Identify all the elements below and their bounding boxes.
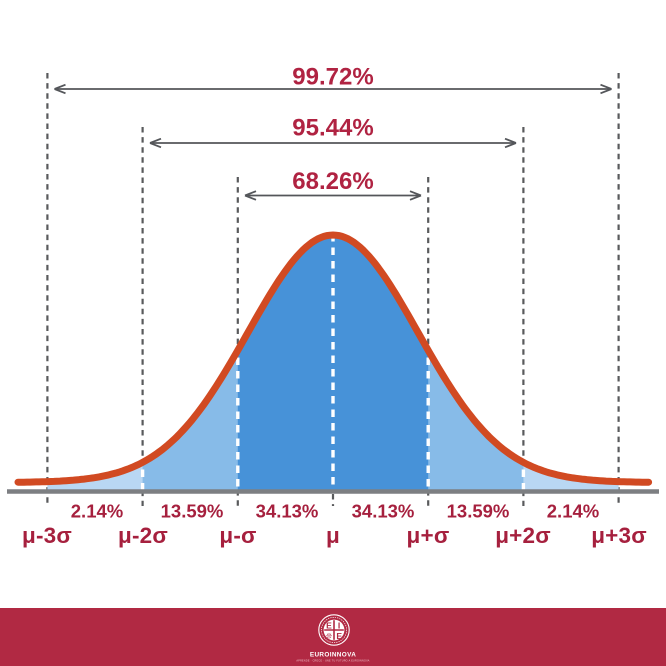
svg-text:μ-3σ: μ-3σ — [22, 523, 72, 548]
svg-text:μ+2σ: μ+2σ — [495, 523, 551, 548]
svg-text:34.13%: 34.13% — [256, 501, 319, 522]
svg-text:μ+σ: μ+σ — [407, 523, 450, 548]
svg-text:μ+3σ: μ+3σ — [591, 523, 647, 548]
svg-text:μ-2σ: μ-2σ — [118, 523, 168, 548]
svg-text:E: E — [326, 621, 332, 631]
svg-text:13.59%: 13.59% — [447, 501, 510, 522]
svg-text:99.72%: 99.72% — [292, 64, 373, 91]
svg-text:68.26%: 68.26% — [292, 168, 373, 195]
svg-text:❊: ❊ — [326, 632, 333, 641]
svg-text:μ-σ: μ-σ — [219, 523, 256, 548]
svg-text:2.14%: 2.14% — [71, 501, 123, 522]
svg-text:I: I — [338, 621, 340, 631]
svg-text:E: E — [336, 631, 342, 641]
svg-text:APRENDE · CRECE · UNE TU FUTUR: APRENDE · CRECE · UNE TU FUTURO A EUROIN… — [296, 659, 369, 662]
svg-text:μ: μ — [326, 523, 340, 548]
svg-text:34.13%: 34.13% — [352, 501, 415, 522]
svg-text:95.44%: 95.44% — [292, 115, 373, 142]
svg-text:EUROINNOVA: EUROINNOVA — [310, 652, 356, 659]
svg-text:13.59%: 13.59% — [161, 501, 224, 522]
svg-text:2.14%: 2.14% — [547, 501, 599, 522]
